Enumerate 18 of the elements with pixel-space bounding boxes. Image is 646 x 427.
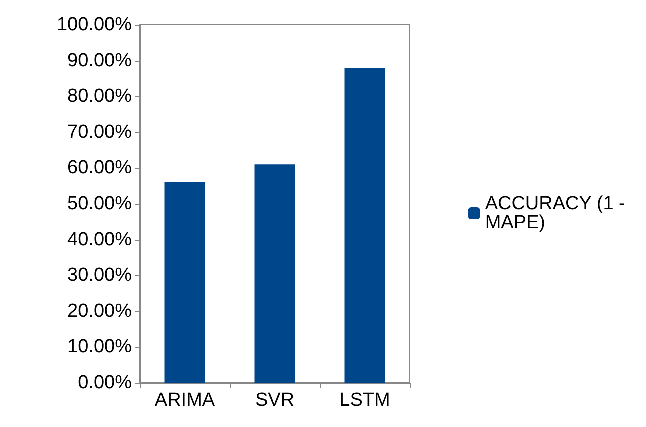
x-tick-label: LSTM (340, 390, 390, 411)
y-tick-label: 20.00% (68, 300, 132, 322)
bar (164, 182, 206, 383)
y-tick-label: 50.00% (68, 194, 132, 214)
y-tick-label: 80.00% (68, 86, 132, 108)
y-tick-label: 60.00% (68, 158, 132, 179)
y-tick-label: 40.00% (68, 229, 132, 250)
y-tick-label: 30.00% (68, 265, 132, 286)
y-tick-label: 70.00% (68, 122, 132, 143)
bar (254, 164, 296, 383)
bar (344, 68, 386, 383)
x-tick-label: SVR (255, 390, 295, 411)
y-tick-label: 10.00% (68, 336, 132, 358)
y-tick-label: 90.00% (68, 50, 132, 72)
y-tick-label: 0.00% (78, 372, 132, 394)
y-tick-label: 100.00% (56, 14, 132, 36)
x-tick-label: ARIMA (154, 390, 216, 411)
legend-label: ACCURACY (1 - MAPE) (485, 194, 631, 234)
